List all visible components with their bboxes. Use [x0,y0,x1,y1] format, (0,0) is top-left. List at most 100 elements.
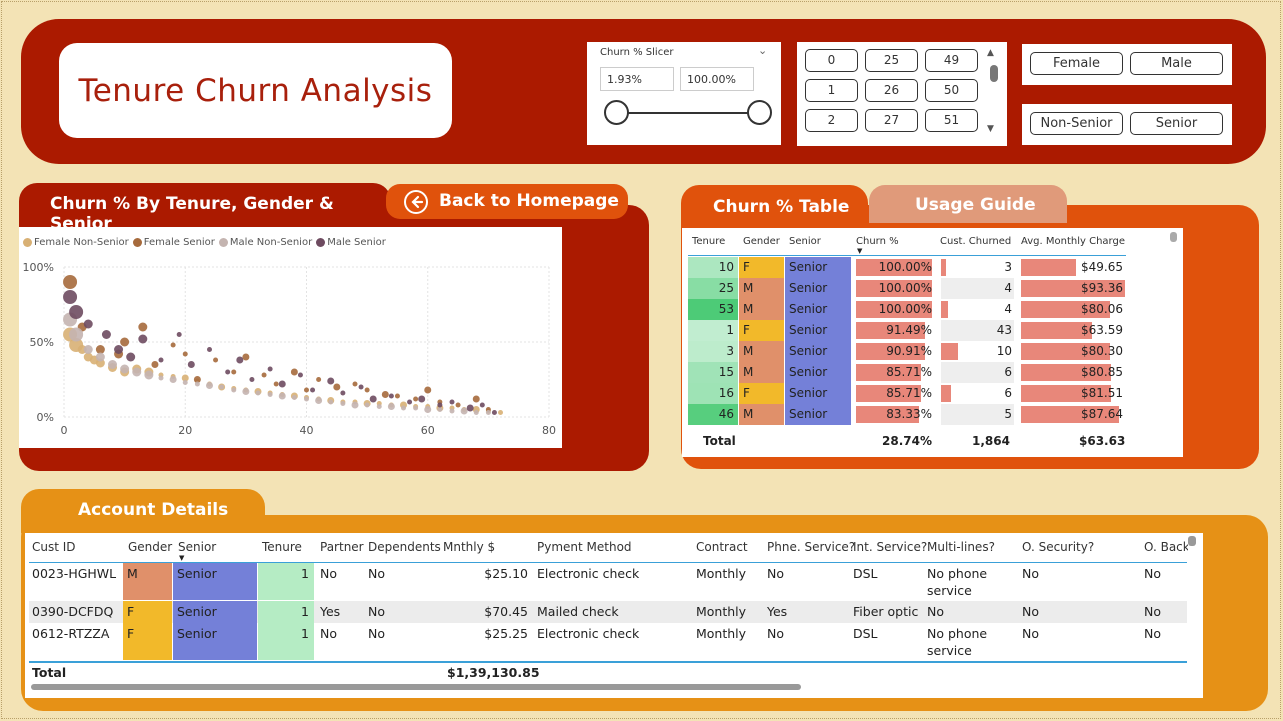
vertical-scrollbar[interactable] [1188,536,1196,546]
column-header[interactable]: Gender [128,540,173,554]
slider-min-handle[interactable] [604,100,629,125]
slicer-max-input[interactable]: 100.00% [680,67,754,91]
scatter-point [291,395,297,400]
tenure-chip[interactable]: 50 [925,79,978,102]
legend-label: Female Senior [143,237,215,248]
table-row[interactable]: 53 M Senior 100.00% 4 $80.06 [688,299,1126,320]
chevron-down-icon[interactable]: ⌄ [758,44,768,57]
tenure-chip[interactable]: 2 [805,109,858,132]
scatter-point [479,402,485,408]
table-row[interactable]: 16 F Senior 85.71% 6 $81.51 [688,383,1126,404]
slicer-label: Churn % Slicer [600,47,674,58]
scatter-point [387,403,395,410]
table-row[interactable]: 46 M Senior 83.33% 5 $87.64 [688,404,1126,425]
churn-bar [856,343,926,360]
churn-slicer[interactable]: Churn % Slicer ⌄ 1.93% 100.00% [587,42,781,145]
tab-usage-guide[interactable]: Usage Guide [869,185,1067,223]
churned-cell: 3 [1004,260,1012,274]
column-header[interactable]: Dependents [368,540,441,554]
legend-item[interactable]: Male Non-Senior [218,237,312,248]
senior-cell: Senior [785,278,851,299]
tenure-chip[interactable]: 1 [805,79,858,102]
legend-dot [132,238,142,247]
tenure-chip[interactable]: 26 [865,79,918,102]
column-header[interactable]: Cust ID [32,540,76,554]
scroll-down-icon[interactable]: ▼ [987,124,994,134]
charge-cell: $80.30 [1081,344,1123,358]
horizontal-scrollbar[interactable] [31,684,801,690]
back-to-homepage-button[interactable]: Back to Homepage [386,184,628,219]
scroll-up-icon[interactable]: ▲ [987,48,994,58]
charge-bar [1021,385,1112,402]
tenure-chip[interactable]: 27 [865,109,918,132]
legend-item[interactable]: Female Senior [132,237,215,248]
column-header[interactable]: Senior [789,236,821,247]
scatter-point [267,392,273,397]
column-header[interactable]: O. Security? [1022,540,1095,554]
scatter-point [83,319,93,329]
churn-cell: 85.71% [886,386,932,400]
column-header[interactable]: Avg. Monthly Charge [1021,236,1125,247]
column-header[interactable]: Tenure [692,236,726,247]
tenure-chip[interactable]: 51 [925,109,978,132]
non-senior-button[interactable]: Non-Senior [1030,112,1123,135]
column-header[interactable]: Pyment Method [537,540,632,554]
scatter-point [460,407,468,415]
sort-down-icon[interactable]: ▼ [179,554,185,562]
table-row[interactable]: 1 F Senior 91.49% 43 $63.59 [688,320,1126,341]
legend-item[interactable]: Male Senior [316,237,386,248]
tenure-fill [258,601,314,623]
total-label: Total [32,665,67,680]
churn-bar [856,259,932,276]
table-row[interactable]: 15 M Senior 85.71% 6 $80.85 [688,362,1126,383]
scatter-point [466,404,474,412]
table-row[interactable]: 3 M Senior 90.91% 10 $80.30 [688,341,1126,362]
column-header[interactable]: Gender [743,236,780,247]
tenure-chip[interactable]: 0 [805,49,858,72]
churn-table: Tenure Gender Senior Churn % ▼ Cust. Chu… [682,228,1183,457]
gender-fill [123,563,172,600]
column-header[interactable]: Senior [178,540,217,554]
tenure-cell: 1 [301,566,309,581]
scrollbar-thumb[interactable] [990,65,998,82]
churn-cell: 83.33% [886,407,932,421]
tenure-chip[interactable]: 25 [865,49,918,72]
tenure-cell: 46 [688,404,738,425]
scatter-point [449,399,455,405]
senior-button[interactable]: Senior [1130,112,1223,135]
gender-female-button[interactable]: Female [1030,52,1123,75]
tab-churn-table[interactable]: Churn % Table [681,185,868,229]
slicer-min-input[interactable]: 1.93% [600,67,674,91]
column-header[interactable]: O. Backu [1144,540,1188,554]
column-header[interactable]: Partner [320,540,364,554]
scatter-point [437,407,443,412]
arrow-left-icon [404,190,428,214]
scatter-point [144,370,154,380]
table-row[interactable]: 25 M Senior 100.00% 4 $93.36 [688,278,1126,299]
sort-down-icon[interactable]: ▼ [857,247,863,255]
column-header[interactable]: Phne. Service? [767,540,856,554]
column-header[interactable]: Tenure [262,540,302,554]
tenure-cell: 1 [688,320,738,341]
scatter-point [413,405,419,411]
tenure-cell: 1 [301,604,309,619]
senior-cell: Senior [785,404,851,425]
column-header[interactable]: Multi-lines? [927,540,995,554]
slider-track[interactable] [617,112,760,114]
scatter-point [193,376,201,383]
scatter-point [242,388,250,395]
churn-bar [856,385,922,402]
gender-cell: F [739,320,784,341]
column-header[interactable]: Mnthly $ [443,540,496,554]
table-row[interactable]: 10 F Senior 100.00% 3 $49.65 [688,257,1126,278]
column-header[interactable]: Int. Service? [853,540,928,554]
column-header[interactable]: Cust. Churned [940,236,1012,247]
legend-item[interactable]: Female Non-Senior [23,237,129,248]
column-header[interactable]: Churn % [856,236,899,247]
column-header[interactable]: Contract [696,540,748,554]
slider-max-handle[interactable] [747,100,772,125]
payment-cell: Electronic check [537,626,640,641]
scrollbar-thumb[interactable] [1170,232,1177,242]
gender-male-button[interactable]: Male [1130,52,1223,75]
tenure-chip[interactable]: 49 [925,49,978,72]
